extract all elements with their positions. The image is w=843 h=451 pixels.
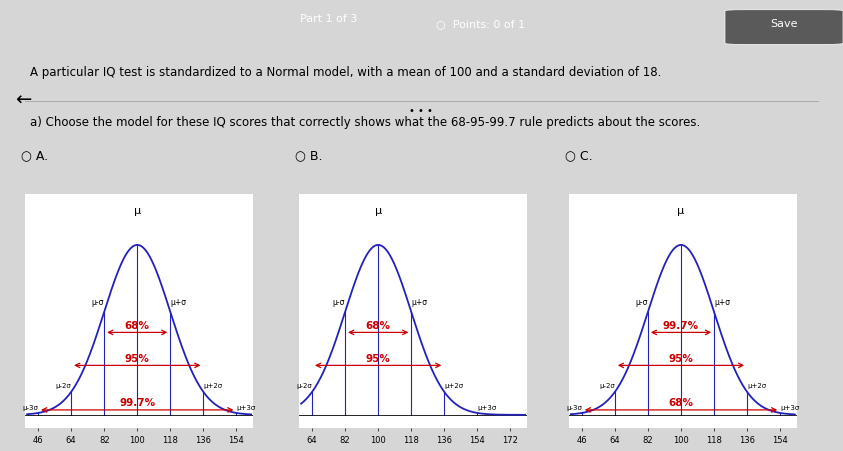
Text: μ+2σ: μ+2σ bbox=[444, 383, 464, 389]
Text: μ-2σ: μ-2σ bbox=[297, 383, 312, 389]
Text: μ+σ: μ+σ bbox=[411, 298, 427, 307]
Text: • • •: • • • bbox=[409, 106, 433, 116]
Text: 95%: 95% bbox=[668, 354, 694, 364]
Text: Save: Save bbox=[771, 19, 797, 29]
Text: 68%: 68% bbox=[668, 398, 694, 408]
Text: μ-σ: μ-σ bbox=[92, 298, 105, 307]
Text: μ+2σ: μ+2σ bbox=[203, 383, 223, 389]
Text: a) Choose the model for these IQ scores that correctly shows what the 68-95-99.7: a) Choose the model for these IQ scores … bbox=[30, 116, 701, 129]
Text: μ-2σ: μ-2σ bbox=[56, 383, 71, 389]
Text: A particular IQ test is standardized to a Normal model, with a mean of 100 and a: A particular IQ test is standardized to … bbox=[30, 66, 662, 79]
Text: μ+2σ: μ+2σ bbox=[747, 383, 766, 389]
Text: 95%: 95% bbox=[125, 354, 150, 364]
Text: 95%: 95% bbox=[366, 354, 390, 364]
Text: 68%: 68% bbox=[125, 321, 150, 331]
Text: μ+σ: μ+σ bbox=[170, 298, 186, 307]
Text: μ-2σ: μ-2σ bbox=[599, 383, 615, 389]
Text: ○  Points: 0 of 1: ○ Points: 0 of 1 bbox=[436, 19, 525, 29]
FancyBboxPatch shape bbox=[725, 10, 843, 44]
Text: ←: ← bbox=[15, 91, 31, 110]
Text: μ+σ: μ+σ bbox=[714, 298, 730, 307]
Text: μ-3σ: μ-3σ bbox=[22, 405, 38, 411]
Text: μ: μ bbox=[134, 206, 141, 216]
Text: 99.7%: 99.7% bbox=[119, 398, 155, 408]
Text: μ-3σ: μ-3σ bbox=[566, 405, 582, 411]
Text: 99.7%: 99.7% bbox=[663, 321, 699, 331]
Text: ○ C.: ○ C. bbox=[565, 149, 593, 162]
Text: μ: μ bbox=[374, 206, 382, 216]
Text: μ+3σ: μ+3σ bbox=[780, 405, 799, 411]
Text: ○ A.: ○ A. bbox=[21, 149, 48, 162]
Text: 68%: 68% bbox=[366, 321, 390, 331]
Text: μ-σ: μ-σ bbox=[333, 298, 345, 307]
Text: μ: μ bbox=[678, 206, 685, 216]
Text: Part 1 of 3: Part 1 of 3 bbox=[300, 14, 357, 23]
Text: μ+3σ: μ+3σ bbox=[236, 405, 255, 411]
Text: ○ B.: ○ B. bbox=[295, 149, 323, 162]
Text: μ+3σ: μ+3σ bbox=[477, 405, 497, 411]
Text: μ-σ: μ-σ bbox=[636, 298, 648, 307]
